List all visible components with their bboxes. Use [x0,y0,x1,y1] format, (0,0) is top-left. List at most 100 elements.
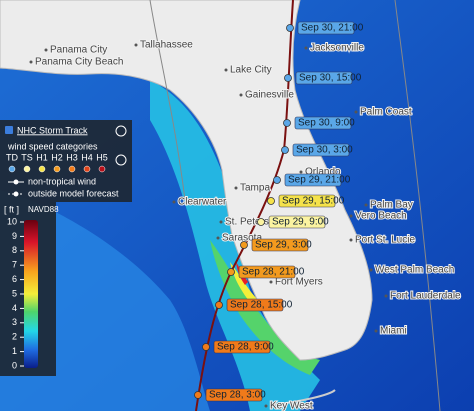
city-label: Key West [270,401,313,411]
track-label-box [205,388,263,402]
city-label: Palm Bay [370,200,413,211]
track-point [194,391,202,399]
city-dot [304,46,308,50]
city-dot [349,238,353,242]
city-label: Miami [380,326,407,337]
track-label: Sep 29, 3:00 [255,240,312,251]
legend-panel [0,120,132,202]
city-dot [44,48,48,52]
track-point [281,146,289,154]
city-label: Clearwater [178,197,227,208]
track-point [284,74,292,82]
track-label: Sep 28, 9:00 [217,342,274,353]
city-dot [364,203,368,207]
track-point [215,301,223,309]
category-label: H5 [96,152,108,162]
surge-green [210,240,320,375]
city-label: Palm Coast [360,107,412,118]
city-label: Lake City [230,65,272,76]
city-label: Panama City Beach [35,57,123,68]
legend-dot [13,191,19,197]
city-label: Tampa [240,183,270,194]
track-label: Sep 29, 15:00 [282,196,345,207]
track-point [283,119,291,127]
scale-tick-label: 8 [12,245,17,255]
track-label-box [294,116,352,130]
scale-tick-label: 10 [7,216,17,226]
scale-tick-label: 3 [12,317,17,327]
city-dot [234,186,238,190]
track-label-box [238,265,296,279]
track-label-box [226,298,284,312]
track-point [227,268,235,276]
city-label: Fort Myers [275,277,323,288]
legend-outside: outside model forecast [28,188,119,198]
track-label-box [268,215,326,229]
category-dot [23,165,31,173]
scale-bar [24,220,38,368]
scale-tick-label: 0 [12,360,17,370]
track-point [273,176,281,184]
track-point [257,218,265,226]
city-dot [299,170,303,174]
track-label: Sep 30, 3:00 [296,145,353,156]
city-label: Port St. Lucie [355,235,415,246]
city-dot [384,294,388,298]
scale-tick-label: 2 [12,332,17,342]
track-point [240,241,248,249]
track-label: Sep 29, 9:00 [272,217,329,228]
category-label: H2 [51,152,63,162]
city-label: Fort Lauderdale [390,291,461,302]
category-dot [53,165,61,173]
category-dot [68,165,76,173]
category-label: TD [6,152,18,162]
category-dot [8,165,16,173]
track-label-box [251,238,309,252]
city-label: Gainesville [245,90,294,101]
track-checkbox[interactable] [5,126,13,134]
city-label: West Palm Beach [375,265,454,276]
legend-heading: wind speed categories [7,141,98,151]
category-dot [38,165,46,173]
scale-tick-label: 1 [12,346,17,356]
category-dot [98,165,106,173]
track-label-box [295,71,353,85]
scale-tick-label: 4 [12,303,17,313]
scale-tick-label: 6 [12,274,17,284]
track-label-box [292,143,350,157]
info-icon[interactable] [115,154,127,166]
category-label: H1 [36,152,48,162]
city-dot [172,200,176,204]
track-label-box [278,194,336,208]
track-label: Sep 30, 21:00 [301,23,364,34]
cone-left [149,0,186,201]
city-dot [224,68,228,72]
scale-tick-label: 7 [12,260,17,270]
city-label: Jacksonville [310,43,364,54]
city-dot [269,280,273,284]
track-point [202,343,210,351]
track-label: Sep 30, 15:00 [299,73,362,84]
track-label: Sep 28, 21:00 [242,267,305,278]
scale-unit: [ ft ] [4,204,19,214]
city-dot [134,43,138,47]
legend-title: NHC Storm Track [17,125,88,135]
city-dot [216,236,220,240]
city-dot [374,329,378,333]
legend-dot [13,179,19,185]
city-dot [239,93,243,97]
track-label: Sep 28, 15:00 [230,300,293,311]
city-dot [29,60,33,64]
track-label-box [284,173,342,187]
info-icon[interactable] [115,125,127,137]
city-label: Panama City [50,45,107,56]
category-label: H3 [66,152,78,162]
track-label: Sep 29, 21:00 [288,175,351,186]
track-label-box [213,340,271,354]
city-dot [264,404,268,408]
city-label: Tallahassee [140,40,193,51]
track-point [267,197,275,205]
cone-right [394,0,441,411]
scale-tick-label: 9 [12,231,17,241]
